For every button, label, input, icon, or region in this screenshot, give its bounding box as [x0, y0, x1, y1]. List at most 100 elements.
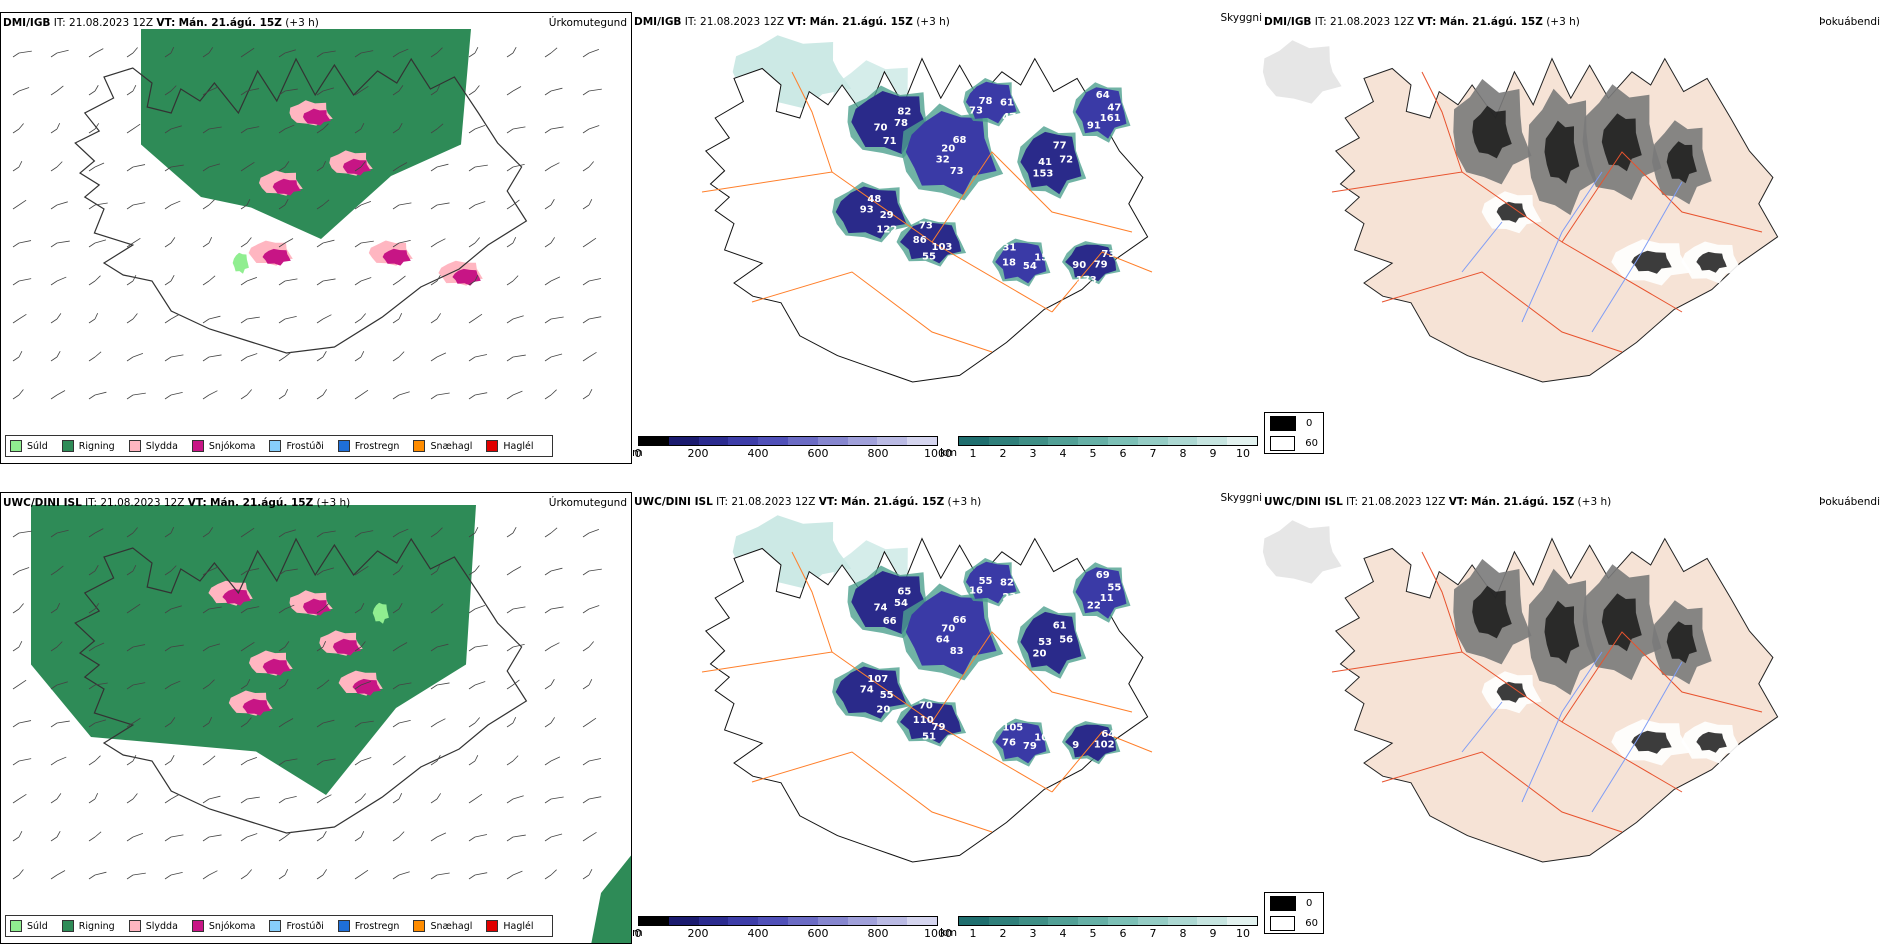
wind-barb [588, 278, 602, 282]
wind-barb [360, 313, 367, 320]
wind-barb-flag [354, 836, 362, 842]
wind-barb-flag [12, 166, 20, 172]
wind-barb-flag [126, 128, 134, 134]
wind-barb-flag [392, 798, 400, 804]
wind-barb-flag [12, 798, 20, 804]
wind-barb-flag [12, 684, 20, 690]
visibility-panel-top: 78 32 48 47 41 47 55 31 79 70 68 122 78 72 91 73 54 90 82 7… [632, 12, 1262, 464]
wind-barb-flag [354, 52, 362, 58]
colorbar-cell [1197, 437, 1228, 445]
wind-barb-flag [126, 204, 134, 210]
wind-barb [56, 870, 66, 876]
visibility-map-top: 78 32 48 47 41 47 55 31 79 70 68 122 78 72 91 73 54 90 82 7… [701, 35, 1153, 383]
wind-barb-flag [202, 356, 210, 362]
wind-barb [360, 200, 372, 206]
vis-label: 79 [1023, 741, 1037, 752]
wind-barb [588, 161, 595, 168]
wind-barb [322, 278, 336, 282]
wind-barb [436, 275, 441, 282]
wind-barb-flag [544, 128, 552, 134]
wind-barb [512, 236, 517, 244]
wind-barb [246, 199, 251, 206]
wind-barb [398, 682, 412, 686]
vis-label: 20 [1033, 648, 1047, 659]
wind-barb-flag [164, 242, 172, 248]
wind-barb-flag [202, 684, 210, 690]
wind-barb [436, 238, 446, 244]
wind-barb-flag [88, 836, 96, 842]
wind-barb [132, 237, 141, 244]
wind-barb-flag [202, 646, 210, 652]
snow-patch [242, 698, 271, 716]
wind-barb [284, 388, 289, 396]
snow-patch [262, 248, 291, 266]
wind-barb-flag [50, 836, 58, 842]
colorbar-cell [1197, 917, 1228, 925]
height-colorbar-bottom: 0 200 400 600 800 1000 [635, 916, 952, 940]
legend-item: Snæhagl [413, 440, 472, 452]
km-unit: km [940, 926, 958, 939]
wind-barb-flag [202, 394, 210, 400]
wind-barb [56, 313, 62, 320]
vis-purple [900, 702, 962, 744]
colorbar-tick: 7 [1149, 927, 1157, 940]
wind-barb [360, 277, 372, 282]
wind-barb [512, 566, 522, 572]
wind-barb [56, 161, 63, 168]
roads [701, 71, 1153, 353]
wind-barb-flag [50, 532, 58, 538]
fog-title: Þokuábendi [1819, 496, 1880, 508]
colorbar-tick: 3 [1029, 447, 1037, 460]
wind-barb [474, 604, 486, 610]
wind-barb-flag [582, 836, 590, 842]
vis-label: 73 [919, 221, 933, 232]
wind-barb [18, 389, 24, 396]
wind-barb-flag [582, 90, 590, 96]
wind-barb-flag [506, 836, 514, 842]
wind-barb [322, 351, 327, 358]
wind-barb [398, 391, 410, 396]
wind-barb [588, 831, 597, 838]
snow-patch [332, 638, 361, 656]
wind-barb [94, 351, 102, 358]
wind-barb [170, 164, 184, 168]
legend-item: Haglél [486, 440, 534, 452]
wind-barb-flag [12, 760, 20, 766]
wind-barb-flag [392, 570, 400, 576]
wind-barb-flag [202, 570, 210, 576]
wind-barb [360, 389, 369, 396]
wind-barb [512, 870, 523, 876]
wind-barb-flag [50, 684, 58, 690]
wind-barb-flag [12, 394, 20, 400]
wind-barb-flag [202, 204, 210, 210]
vis-label: 74 [860, 685, 874, 696]
wind-barb [360, 757, 372, 762]
wind-barb [360, 641, 366, 648]
wind-barb [588, 869, 593, 876]
vis-purple [905, 591, 997, 675]
wind-barb [588, 48, 600, 54]
vis-label: 64 [1096, 90, 1110, 101]
vis-label: 55 [922, 252, 936, 263]
legend-label: Frostregn [354, 440, 400, 452]
wind-barb-flag [582, 166, 590, 172]
wind-barb-flag [468, 684, 476, 690]
snow-patch [272, 178, 301, 196]
wind-barb [322, 530, 336, 534]
wind-barb [436, 682, 450, 686]
wind-barb [322, 50, 336, 54]
colorbar-tick: 1 [969, 447, 977, 460]
wind-barb-flag [202, 874, 210, 880]
wind-barb-flag [582, 646, 590, 652]
wind-barb [208, 716, 213, 724]
wind-barb-flag [544, 722, 552, 728]
colorbar-tick: 1000 [924, 447, 952, 460]
wind-barb [94, 603, 100, 610]
vis-label: 73 [1101, 249, 1115, 260]
snow-patch [303, 108, 331, 126]
colorbar-cell [639, 917, 669, 925]
wind-barb [588, 389, 593, 396]
wind-barb [550, 567, 563, 572]
wind-barb-flag [582, 874, 590, 880]
fog-core [1631, 730, 1672, 754]
